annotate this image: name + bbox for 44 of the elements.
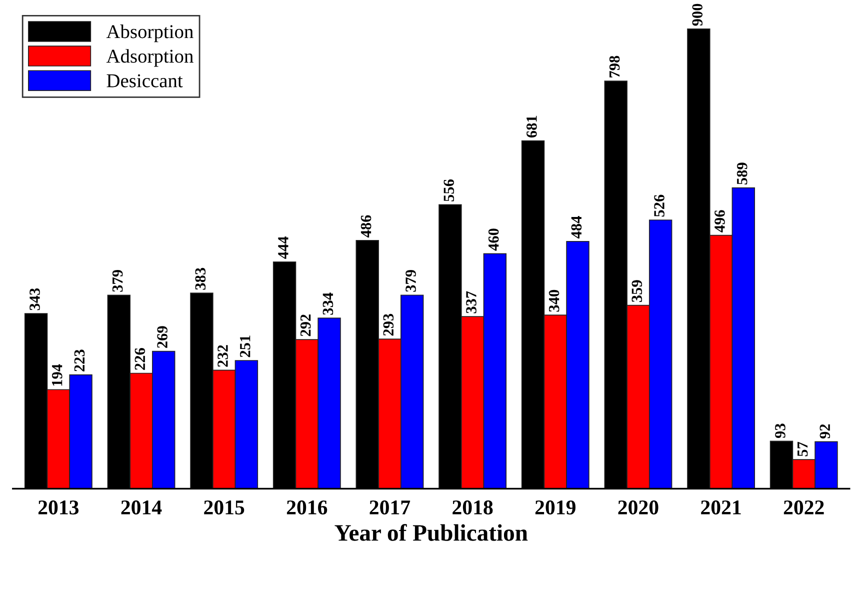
data-label: 359 xyxy=(632,280,642,302)
x-tick-label: 2021 xyxy=(701,500,741,514)
legend-label: Adsorption xyxy=(106,49,194,67)
data-label: 340 xyxy=(548,290,560,312)
data-label: 92 xyxy=(820,424,830,439)
data-label: 379 xyxy=(112,270,123,292)
x-tick-label: 2018 xyxy=(452,500,493,514)
legend-label: Desiccant xyxy=(106,74,183,88)
data-label: 798 xyxy=(609,56,620,78)
data-label: 232 xyxy=(218,345,228,367)
data-label: 194 xyxy=(52,364,62,386)
data-label: 293 xyxy=(383,314,394,336)
data-label: 383 xyxy=(195,268,206,290)
data-label: 589 xyxy=(736,162,748,184)
x-tick-label: 2019 xyxy=(535,500,576,514)
data-label: 484 xyxy=(571,216,582,238)
data-label: 226 xyxy=(134,348,146,370)
data-label: 526 xyxy=(654,194,664,217)
x-tick-label: 2016 xyxy=(286,500,328,514)
x-axis-title: Year of Publication xyxy=(334,524,528,541)
data-label: 251 xyxy=(240,336,250,358)
data-label: 223 xyxy=(74,350,85,372)
data-label: 57 xyxy=(798,442,808,456)
data-label: 93 xyxy=(775,424,786,438)
x-tick-label: 2014 xyxy=(121,500,162,514)
data-label: 681 xyxy=(526,116,537,138)
x-tick-label: 2017 xyxy=(370,500,410,514)
data-label: 292 xyxy=(300,314,311,336)
data-label: 379 xyxy=(406,270,416,292)
data-label: 337 xyxy=(466,291,476,314)
data-label: 460 xyxy=(488,228,499,251)
data-label: 444 xyxy=(278,236,288,259)
data-label: 496 xyxy=(714,210,725,232)
data-label: 334 xyxy=(322,292,334,315)
x-tick-label: 2015 xyxy=(204,500,244,514)
data-label: 269 xyxy=(157,326,168,348)
data-label: 556 xyxy=(444,179,454,202)
x-tick-label: 2013 xyxy=(38,500,79,514)
data-label: 900 xyxy=(692,4,702,26)
data-label: 343 xyxy=(30,288,40,310)
legend-label: Absorption xyxy=(106,24,194,42)
data-label: 486 xyxy=(360,215,372,238)
x-tick-label: 2022 xyxy=(784,500,824,514)
x-tick-label: 2020 xyxy=(618,500,658,514)
